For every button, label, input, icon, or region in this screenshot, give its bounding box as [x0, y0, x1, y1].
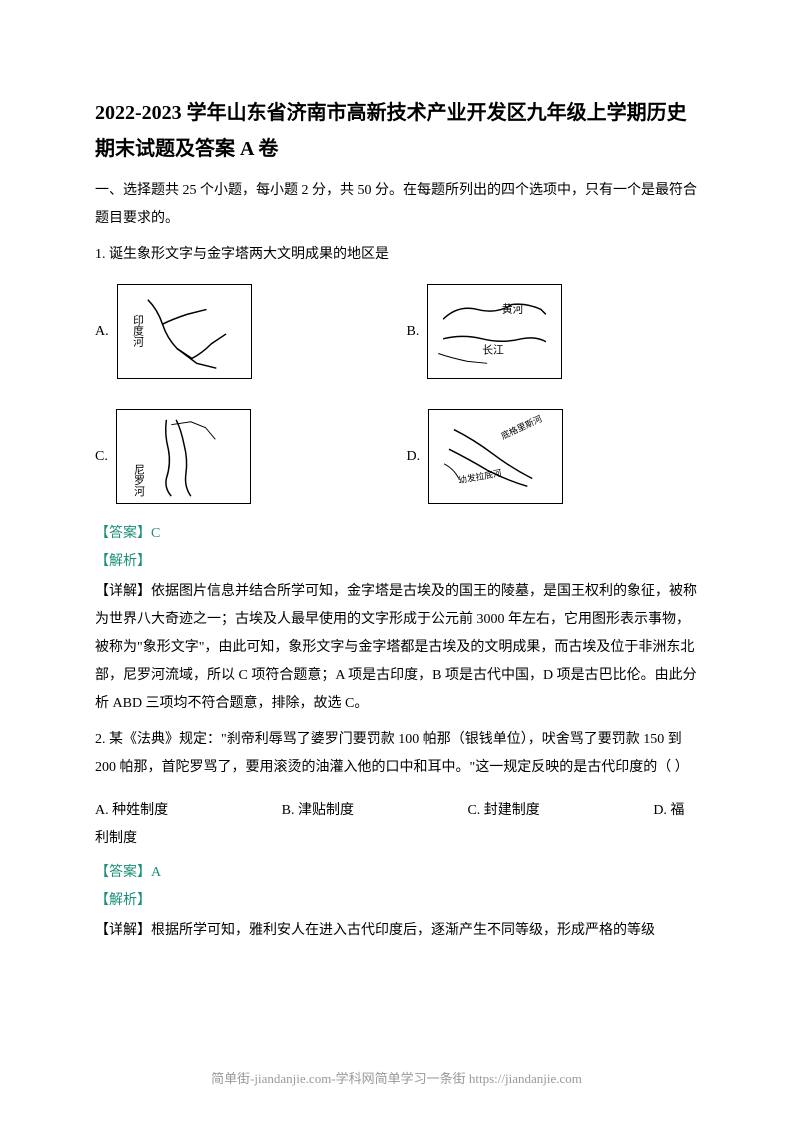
- section-instructions: 一、选择题共 25 个小题，每小题 2 分，共 50 分。在每题所列出的四个选项…: [95, 177, 698, 233]
- option-c-label: C.: [95, 449, 108, 465]
- option-a: A. 印度河: [95, 284, 387, 379]
- option-b: B. 黄河 长江: [407, 284, 699, 379]
- map-c-nile: 尼罗河: [116, 409, 251, 504]
- option-a-label: A.: [95, 324, 109, 340]
- question-1-options: A. 印度河 B. 黄河 长江 C. 尼罗河: [95, 284, 698, 504]
- q2-explanation: 【详解】根据所学可知，雅利安人在进入古代印度后，逐渐产生不同等级，形成严格的等级: [95, 917, 698, 945]
- q1-explanation: 【详解】依据图片信息并结合所学可知，金字塔是古埃及的国王的陵墓，是国王权利的象征…: [95, 578, 698, 718]
- svg-text:长江: 长江: [483, 345, 505, 357]
- option-d-label: D.: [407, 449, 421, 465]
- q1-answer: 【答案】C: [95, 522, 698, 542]
- page-footer: 简单街-jiandanjie.com-学科网简单学习一条街 https://ji…: [0, 1068, 793, 1087]
- svg-text:尼罗河: 尼罗河: [133, 464, 145, 496]
- map-b-china: 黄河 长江: [427, 284, 562, 379]
- question-2-text: 2. 某《法典》规定："刹帝利辱骂了婆罗门要罚款 100 帕那（银钱单位），吠舍…: [95, 726, 698, 782]
- svg-text:印度河: 印度河: [132, 314, 144, 346]
- q2-option-d: D. 福利制度: [95, 803, 684, 846]
- map-a-india: 印度河: [117, 284, 252, 379]
- q2-option-b: B. 津贴制度: [282, 803, 354, 818]
- option-b-label: B.: [407, 324, 420, 340]
- q2-option-c: C. 封建制度: [467, 803, 539, 818]
- q2-option-a: A. 种姓制度: [95, 803, 168, 818]
- question-1-text: 1. 诞生象形文字与金字塔两大文明成果的地区是: [95, 241, 698, 269]
- q2-answer: 【答案】A: [95, 861, 698, 881]
- option-c: C. 尼罗河: [95, 409, 387, 504]
- map-d-mesopotamia: 底格里斯河 幼发拉底河: [428, 409, 563, 504]
- question-2-options: A. 种姓制度 B. 津贴制度 C. 封建制度 D. 福利制度: [95, 797, 698, 853]
- svg-text:底格里斯河: 底格里斯河: [499, 413, 544, 442]
- option-d: D. 底格里斯河 幼发拉底河: [407, 409, 699, 504]
- q1-analysis-label: 【解析】: [95, 550, 698, 570]
- svg-text:幼发拉底河: 幼发拉底河: [457, 467, 502, 486]
- document-title: 2022-2023 学年山东省济南市高新技术产业开发区九年级上学期历史期末试题及…: [95, 95, 698, 167]
- q2-analysis-label: 【解析】: [95, 889, 698, 909]
